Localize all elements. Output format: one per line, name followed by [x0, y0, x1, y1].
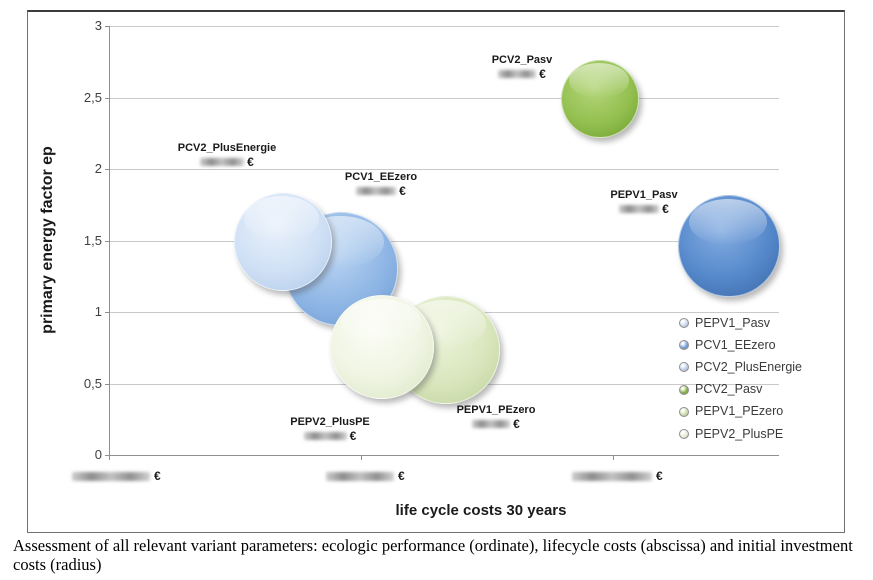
x-axis-title: life cycle costs 30 years: [395, 502, 567, 519]
y-axis-line: [109, 26, 110, 455]
legend-item-PEPV1_PEzero: PEPV1_PEzero: [679, 401, 802, 423]
y-axis-tick-label: 0: [94, 447, 102, 462]
data-label-value: €: [250, 428, 410, 443]
data-label-value: €: [442, 66, 602, 81]
gridline: [109, 240, 779, 242]
x-axis-tick: [109, 455, 110, 460]
data-label-PEPV1_PEzero: PEPV1_PEzero €: [416, 403, 576, 431]
legend-label: PCV1_EEzero: [695, 337, 776, 352]
legend-item-PEPV1_Pasv: PEPV1_Pasv: [679, 312, 802, 334]
data-label-name: PCV1_EEzero: [344, 171, 418, 183]
figure-caption: Assessment of all relevant variant param…: [13, 536, 853, 575]
currency-symbol: €: [656, 469, 663, 483]
redacted-value: [498, 69, 537, 78]
currency-symbol: €: [662, 201, 669, 216]
data-label-PCV2_PlusEnergie: PCV2_PlusEnergie €: [147, 141, 307, 169]
redacted-value: [303, 431, 347, 440]
legend-marker-icon: [679, 340, 689, 351]
data-label-value: €: [564, 201, 724, 216]
data-label-PCV1_EEzero: PCV1_EEzero €: [301, 170, 461, 198]
y-axis-tick-label: 0,5: [83, 375, 102, 391]
redacted-value: [572, 471, 652, 481]
legend-marker-icon: [679, 384, 689, 395]
legend-label: PEPV2_PlusPE: [695, 426, 784, 441]
y-axis-tick: [105, 240, 109, 242]
currency-symbol: €: [399, 183, 406, 198]
currency-symbol: €: [539, 66, 546, 81]
y-axis-tick-label: 2: [94, 161, 102, 176]
data-label-PEPV1_Pasv: PEPV1_Pasv €: [564, 188, 724, 216]
y-axis-tick: [105, 169, 109, 170]
bubble-PCV2_Pasv: [560, 59, 639, 138]
currency-symbol: €: [247, 154, 254, 169]
legend-label: PEPV1_PEzero: [695, 404, 784, 419]
y-axis-tick-label: 1: [94, 304, 102, 319]
currency-symbol: €: [154, 469, 161, 483]
legend-label: PCV2_PlusEnergie: [695, 359, 803, 374]
legend-marker-icon: [679, 406, 689, 417]
gridline: [109, 169, 779, 170]
x-axis-tick: [612, 455, 614, 460]
data-label-name: PCV2_PlusEnergie: [177, 142, 277, 154]
currency-symbol: €: [398, 469, 405, 483]
redacted-value: [472, 419, 511, 428]
legend-label: PEPV1_Pasv: [695, 315, 771, 330]
chart-box: primary energy factor ep life cycle cost…: [27, 10, 845, 533]
data-label-value: €: [416, 416, 576, 431]
gridline: [109, 97, 779, 99]
legend-marker-icon: [679, 362, 689, 373]
x-axis-line: [109, 455, 779, 456]
data-label-name: PEPV1_PEzero: [456, 404, 536, 416]
legend-item-PCV1_EEzero: PCV1_EEzero: [679, 334, 802, 356]
gridline: [109, 26, 779, 27]
legend-label: PCV2_Pasv: [695, 382, 763, 397]
y-axis-tick-label: 3: [94, 18, 102, 33]
y-axis-tick: [105, 26, 109, 27]
legend-item-PCV2_PlusEnergie: PCV2_PlusEnergie: [679, 356, 802, 378]
legend-item-PCV2_Pasv: PCV2_Pasv: [679, 379, 802, 401]
data-label-name: PEPV2_PlusPE: [290, 416, 370, 428]
data-label-PCV2_Pasv: PCV2_Pasv €: [442, 53, 602, 81]
redacted-value: [619, 204, 660, 213]
legend-item-PEPV2_PlusPE: PEPV2_PlusPE: [679, 423, 802, 445]
redacted-value: [356, 186, 397, 195]
bubble-PEPV2_PlusPE: [330, 295, 435, 400]
bubble-PEPV1_Pasv: [678, 194, 781, 297]
y-axis-tick: [105, 383, 109, 385]
y-axis-tick: [105, 97, 109, 99]
x-axis-value-label: €: [72, 469, 168, 483]
legend: PEPV1_Pasv PCV1_EEzero PCV2_PlusEnergie PCV…: [679, 312, 802, 445]
x-axis-value-label: €: [326, 469, 412, 483]
legend-marker-icon: [679, 318, 689, 329]
x-axis-tick: [360, 455, 362, 460]
redacted-value: [326, 471, 394, 481]
redacted-value: [72, 471, 150, 481]
bubble-PCV2_PlusEnergie: [233, 192, 332, 291]
currency-symbol: €: [513, 416, 520, 431]
y-axis-tick-label: 1,5: [83, 232, 102, 248]
y-axis-tick-label: 2,5: [83, 89, 102, 105]
data-label-name: PEPV1_Pasv: [610, 189, 678, 201]
data-label-PEPV2_PlusPE: PEPV2_PlusPE €: [250, 415, 410, 443]
data-label-value: €: [301, 183, 461, 198]
redacted-value: [200, 157, 245, 166]
x-axis-value-label: €: [572, 469, 670, 483]
y-axis-tick: [105, 455, 109, 456]
legend-marker-icon: [679, 429, 689, 440]
data-label-name: PCV2_Pasv: [491, 54, 553, 66]
data-label-value: €: [147, 154, 307, 169]
y-axis-title: primary energy factor ep: [39, 146, 56, 334]
currency-symbol: €: [349, 428, 357, 443]
y-axis-tick: [105, 312, 109, 313]
